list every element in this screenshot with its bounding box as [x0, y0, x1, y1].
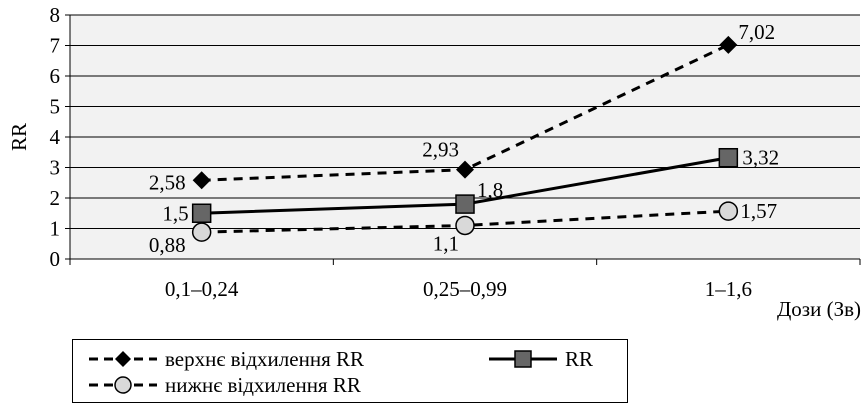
y-axis-label: RR — [7, 123, 31, 151]
data-label-rr: 3,32 — [742, 146, 779, 170]
data-label-lower: 0,88 — [149, 233, 186, 257]
data-label-upper: 2,58 — [149, 170, 186, 194]
marker-lower — [455, 215, 475, 236]
legend-swatch-upper — [89, 351, 157, 367]
line-chart: 0 1 2 3 4 5 6 7 8 0,1–0,24 0,25–0,99 1–1,6 2,58 2,9… — [7, 3, 861, 321]
data-labels: 2,58 2,93 7,02 1,5 1,8 3,32 0,88 1,1 1,57 — [149, 20, 779, 257]
legend-swatch-lower — [89, 376, 157, 394]
legend-swatch-rr — [489, 350, 557, 368]
y-tick-label: 1 — [50, 217, 61, 241]
y-tick-label: 7 — [50, 34, 61, 58]
series-markers — [191, 35, 739, 242]
legend-item-upper: верхнє відхилення RR — [87, 347, 364, 371]
x-tick-label: 1–1,6 — [705, 277, 752, 301]
legend-label-rr: RR — [565, 346, 594, 371]
legend-item-lower: нижнє відхилення RR — [87, 373, 361, 397]
data-label-rr: 1,8 — [477, 178, 503, 202]
y-tick-label: 6 — [50, 64, 61, 88]
marker-rr — [455, 194, 475, 214]
marker-upper — [456, 160, 474, 179]
marker-upper — [192, 171, 211, 190]
data-label-rr: 1,5 — [162, 201, 188, 225]
y-tick-label: 0 — [50, 247, 61, 271]
data-label-lower: 1,57 — [740, 199, 777, 223]
marker-lower — [191, 222, 212, 242]
axes — [65, 14, 861, 265]
y-tick-label: 5 — [50, 95, 61, 119]
x-axis-label: Дози (Зв) — [777, 297, 861, 321]
data-label-upper: 2,93 — [422, 138, 459, 162]
marker-rr — [191, 203, 212, 223]
chart-legend: верхнє відхилення RR RR нижнє відхилення… — [72, 339, 628, 403]
data-label-lower: 1,1 — [433, 231, 459, 255]
y-tick-labels: 0 1 2 3 4 5 6 7 8 — [50, 3, 61, 271]
legend-label-upper: верхнє відхилення RR — [165, 346, 364, 371]
marker-upper — [719, 35, 738, 54]
y-tick-label: 2 — [50, 186, 61, 210]
y-tick-label: 3 — [50, 156, 61, 180]
data-label-upper: 7,02 — [738, 20, 775, 44]
y-tick-label: 8 — [50, 3, 61, 27]
x-tick-labels: 0,1–0,24 0,25–0,99 1–1,6 — [165, 277, 752, 301]
y-tick-label: 4 — [50, 125, 61, 149]
legend-item-rr: RR — [487, 347, 593, 371]
legend-label-lower: нижнє відхилення RR — [165, 372, 361, 397]
x-tick-label: 0,25–0,99 — [423, 277, 507, 301]
marker-rr — [718, 147, 739, 168]
marker-lower — [718, 201, 739, 221]
x-tick-label: 0,1–0,24 — [165, 277, 239, 301]
